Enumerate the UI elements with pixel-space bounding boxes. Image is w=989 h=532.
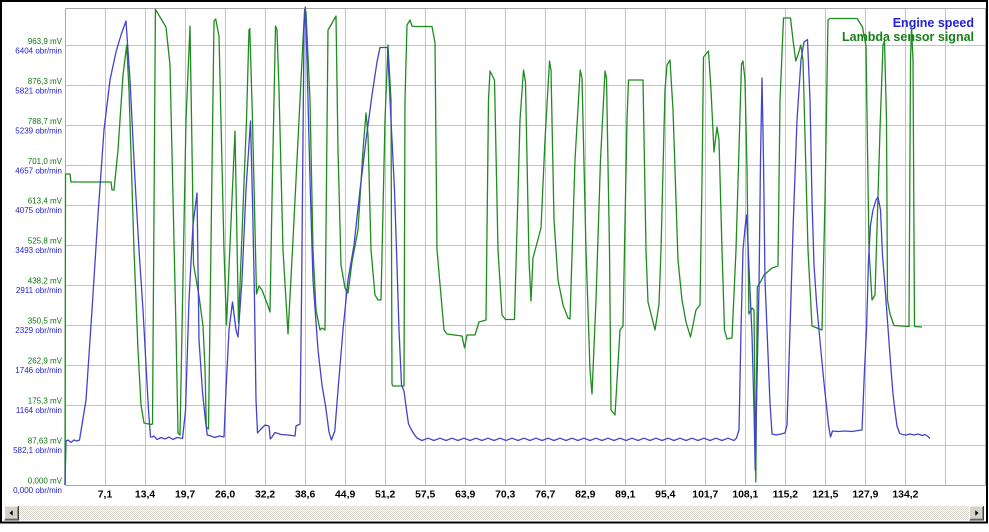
- svg-text:63,9: 63,9: [455, 490, 475, 501]
- svg-text:2911 obr/min: 2911 obr/min: [16, 286, 62, 295]
- svg-text:175,3 mV: 175,3 mV: [28, 396, 63, 405]
- svg-text:44,9: 44,9: [335, 490, 355, 501]
- svg-text:89,1: 89,1: [615, 490, 635, 501]
- svg-text:2329 obr/min: 2329 obr/min: [15, 326, 62, 335]
- svg-text:525,8 mV: 525,8 mV: [28, 237, 63, 246]
- svg-text:Lambda sensor signal: Lambda sensor signal: [842, 30, 974, 44]
- svg-text:115,2: 115,2: [773, 490, 799, 501]
- svg-text:70,3: 70,3: [495, 490, 515, 501]
- svg-text:51,2: 51,2: [375, 490, 395, 501]
- svg-text:121,5: 121,5: [812, 490, 838, 501]
- svg-text:613,4 mV: 613,4 mV: [28, 197, 63, 206]
- svg-text:13,4: 13,4: [135, 490, 155, 501]
- svg-text:876,3 mV: 876,3 mV: [28, 77, 63, 86]
- svg-text:57,5: 57,5: [415, 490, 435, 501]
- svg-text:1746 obr/min: 1746 obr/min: [15, 366, 62, 375]
- svg-text:4657 obr/min: 4657 obr/min: [15, 166, 62, 175]
- svg-text:963,9 mV: 963,9 mV: [28, 37, 63, 46]
- svg-text:4075 obr/min: 4075 obr/min: [15, 206, 62, 215]
- svg-text:101,7: 101,7: [692, 490, 718, 501]
- svg-text:7,1: 7,1: [98, 490, 113, 501]
- svg-text:95,4: 95,4: [655, 490, 675, 501]
- svg-text:19,7: 19,7: [175, 490, 195, 501]
- svg-text:788,7 mV: 788,7 mV: [28, 117, 63, 126]
- svg-text:87,63 mV: 87,63 mV: [28, 436, 63, 445]
- svg-text:3493 obr/min: 3493 obr/min: [15, 246, 62, 255]
- svg-text:6404 obr/min: 6404 obr/min: [15, 46, 62, 55]
- svg-text:262,9 mV: 262,9 mV: [28, 357, 63, 366]
- svg-text:38,6: 38,6: [295, 490, 315, 501]
- svg-text:0,000 mV: 0,000 mV: [28, 476, 63, 485]
- svg-text:582,1 obr/min: 582,1 obr/min: [13, 446, 62, 455]
- svg-text:127,9: 127,9: [852, 490, 878, 501]
- svg-text:438,2 mV: 438,2 mV: [28, 277, 63, 286]
- svg-text:1164 obr/min: 1164 obr/min: [16, 406, 62, 415]
- svg-text:Engine speed: Engine speed: [893, 16, 974, 30]
- svg-text:76,7: 76,7: [535, 490, 555, 501]
- svg-text:32,2: 32,2: [255, 490, 275, 501]
- svg-text:5821 obr/min: 5821 obr/min: [15, 86, 62, 95]
- svg-text:0,000 obr/min: 0,000 obr/min: [13, 486, 62, 495]
- svg-text:82,9: 82,9: [575, 490, 595, 501]
- svg-text:26,0: 26,0: [215, 490, 235, 501]
- svg-text:134,2: 134,2: [892, 490, 918, 501]
- svg-text:5239 obr/min: 5239 obr/min: [15, 126, 62, 135]
- svg-text:701,0 mV: 701,0 mV: [28, 157, 63, 166]
- svg-text:108,1: 108,1: [732, 490, 758, 501]
- svg-text:350,5 mV: 350,5 mV: [28, 317, 63, 326]
